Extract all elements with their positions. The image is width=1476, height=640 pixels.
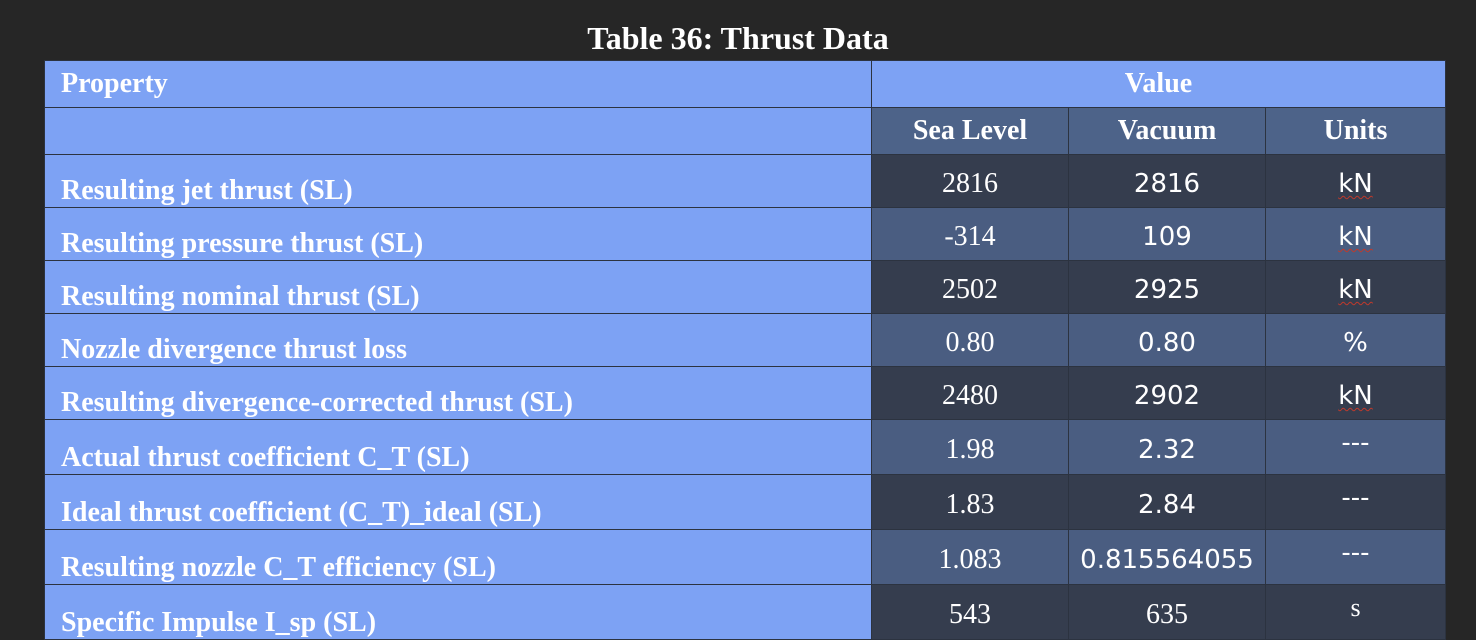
property-cell: Resulting pressure thrust (SL) <box>44 207 872 261</box>
value-header: Value <box>871 60 1446 108</box>
vacuum-cell: 2.84 <box>1068 474 1266 530</box>
property-cell: Resulting jet thrust (SL) <box>44 154 872 208</box>
units-cell: --- <box>1265 474 1446 530</box>
vacuum-cell: 2925 <box>1068 260 1266 314</box>
table-row: Resulting pressure thrust (SL) -314 109 … <box>44 207 1446 261</box>
property-cell: Actual thrust coefficient C_T (SL) <box>44 419 872 475</box>
property-cell: Ideal thrust coefficient (C_T)_ideal (SL… <box>44 474 872 530</box>
property-header: Property <box>44 60 872 108</box>
sea-level-cell: 1.98 <box>871 419 1069 475</box>
units-cell: s <box>1265 584 1446 640</box>
units-cell: % <box>1265 313 1446 367</box>
table-row: Nozzle divergence thrust loss 0.80 0.80 … <box>44 313 1446 367</box>
property-cell: Nozzle divergence thrust loss <box>44 313 872 367</box>
table-row: Specific Impulse I_sp (SL) 543 635 s <box>44 584 1446 640</box>
thrust-data-table: Property Value Sea Level Vacuum Units Re… <box>44 60 1446 640</box>
units-cell: kN <box>1265 207 1446 261</box>
units-cell: --- <box>1265 529 1446 585</box>
sea-level-cell: 1.83 <box>871 474 1069 530</box>
sea-level-header: Sea Level <box>871 107 1069 155</box>
table-row: Resulting nominal thrust (SL) 2502 2925 … <box>44 260 1446 314</box>
property-cell: Resulting divergence-corrected thrust (S… <box>44 366 872 420</box>
units-text: kN <box>1338 275 1373 305</box>
vacuum-cell: 0.80 <box>1068 313 1266 367</box>
vacuum-cell: 0.815564055 <box>1068 529 1266 585</box>
units-text: --- <box>1341 428 1370 458</box>
units-cell: kN <box>1265 366 1446 420</box>
property-cell: Resulting nozzle C_T efficiency (SL) <box>44 529 872 585</box>
sea-level-cell: 0.80 <box>871 313 1069 367</box>
sea-level-cell: 2816 <box>871 154 1069 208</box>
table-title: Table 36: Thrust Data <box>587 20 889 56</box>
units-text: kN <box>1338 222 1373 252</box>
vacuum-cell: 2816 <box>1068 154 1266 208</box>
sea-level-cell: 1.083 <box>871 529 1069 585</box>
subheader-row: Sea Level Vacuum Units <box>44 107 1446 155</box>
table-row: Resulting jet thrust (SL) 2816 2816 kN <box>44 154 1446 208</box>
sea-level-cell: 543 <box>871 584 1069 640</box>
table-row: Resulting divergence-corrected thrust (S… <box>44 366 1446 420</box>
units-cell: --- <box>1265 419 1446 475</box>
units-text: --- <box>1341 538 1370 568</box>
header-row: Property Value <box>44 60 1446 108</box>
table-row: Resulting nozzle C_T efficiency (SL) 1.0… <box>44 529 1446 585</box>
vacuum-cell: 635 <box>1068 584 1266 640</box>
property-cell: Resulting nominal thrust (SL) <box>44 260 872 314</box>
units-text: % <box>1343 328 1368 358</box>
sea-level-cell: 2480 <box>871 366 1069 420</box>
property-cell: Specific Impulse I_sp (SL) <box>44 584 872 640</box>
units-header: Units <box>1265 107 1446 155</box>
units-text: s <box>1350 593 1361 622</box>
sea-level-cell: -314 <box>871 207 1069 261</box>
sea-level-cell: 2502 <box>871 260 1069 314</box>
units-cell: kN <box>1265 260 1446 314</box>
vacuum-cell: 109 <box>1068 207 1266 261</box>
vacuum-header: Vacuum <box>1068 107 1266 155</box>
units-text: --- <box>1341 483 1370 513</box>
table-row: Ideal thrust coefficient (C_T)_ideal (SL… <box>44 474 1446 530</box>
vacuum-cell: 2902 <box>1068 366 1266 420</box>
blank-header-cell <box>44 107 872 155</box>
vacuum-cell: 2.32 <box>1068 419 1266 475</box>
units-text: kN <box>1338 381 1373 411</box>
table-row: Actual thrust coefficient C_T (SL) 1.98 … <box>44 419 1446 475</box>
units-text: kN <box>1338 169 1373 199</box>
units-cell: kN <box>1265 154 1446 208</box>
